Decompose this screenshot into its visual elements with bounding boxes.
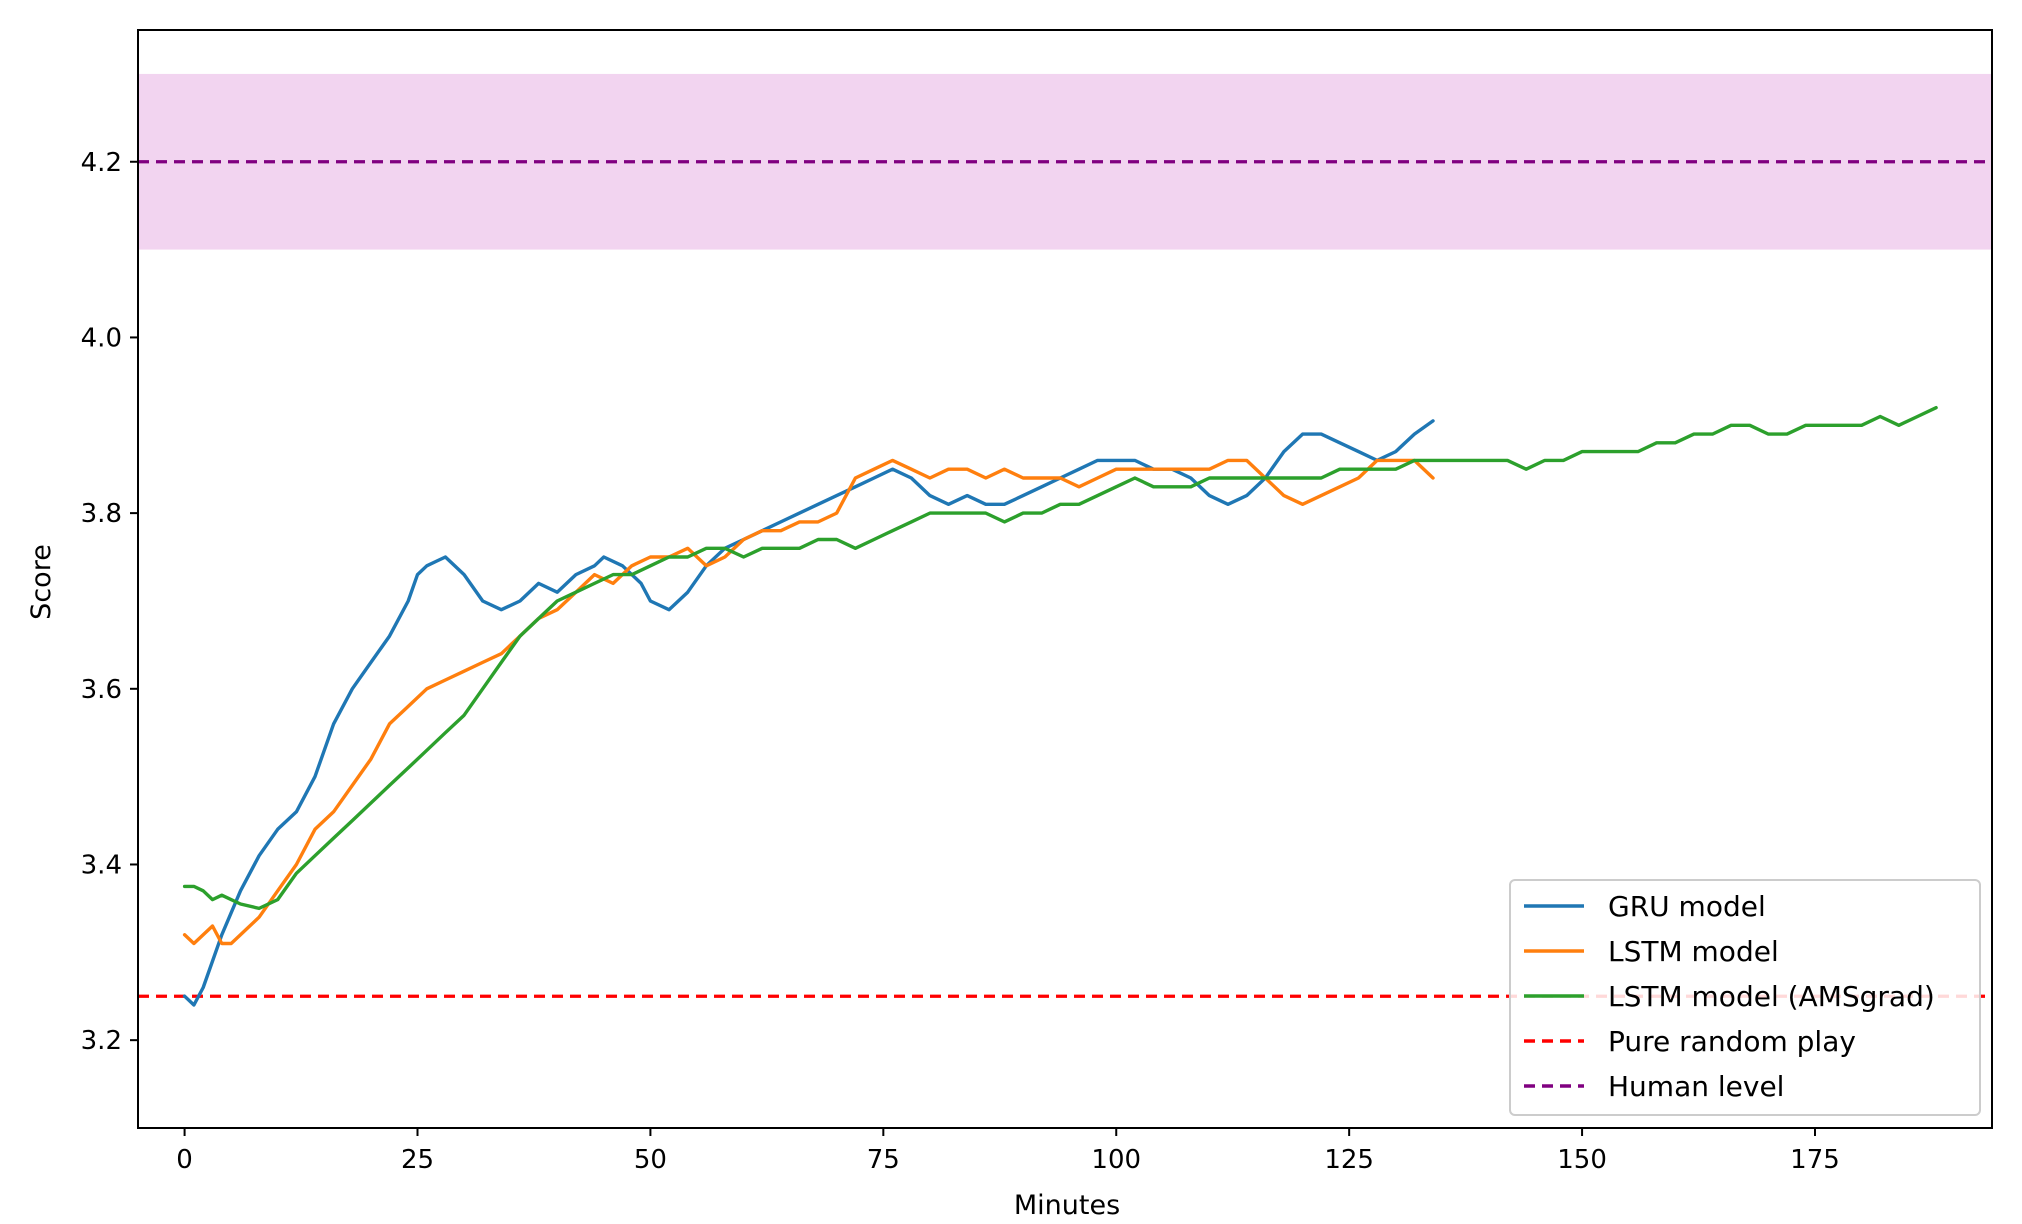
- x-axis-label: Minutes: [1014, 1190, 1120, 1221]
- x-tick-label: 0: [176, 1145, 193, 1175]
- legend-label-gru-model: GRU model: [1608, 890, 1766, 923]
- lstm-model-line: [182, 458, 1435, 946]
- legend-box: [1509, 879, 1981, 1116]
- y-tick-label: 3.8: [81, 499, 122, 529]
- y-tick-label: 4.2: [81, 148, 122, 178]
- y-axis-label: Score: [26, 544, 57, 620]
- y-tick-label: 3.6: [81, 675, 122, 705]
- gru-model-line: [182, 419, 1435, 1007]
- x-tick-label: 125: [1324, 1145, 1374, 1175]
- axes-layer: 0 25 50 75 100 125 150 175 3.2 3.4 3.6 3.8 4.0 4.2: [81, 29, 1993, 1175]
- x-tick-label: 150: [1557, 1145, 1607, 1175]
- plot-frame: [137, 29, 1993, 1129]
- y-tick-label: 4.0: [81, 323, 122, 353]
- x-tick-label: 100: [1091, 1145, 1141, 1175]
- lstm-amsgrad-line: [182, 406, 1938, 911]
- legend-label-human-level: Human level: [1608, 1070, 1784, 1103]
- x-tick-label: 50: [634, 1145, 667, 1175]
- series-layer: [182, 406, 1938, 1007]
- y-tick-label: 3.4: [81, 850, 122, 880]
- x-tick-label: 75: [867, 1145, 900, 1175]
- legend-label-pure-random-play: Pure random play: [1608, 1025, 1856, 1058]
- x-tick-label: 25: [401, 1145, 434, 1175]
- y-tick-label: 3.2: [81, 1026, 122, 1056]
- legend-label-lstm-model: LSTM model: [1608, 935, 1779, 968]
- legend: GRU model LSTM model LSTM model (AMSgrad) P…: [1509, 879, 1981, 1116]
- x-tick-label: 175: [1790, 1145, 1840, 1175]
- reference-lines-layer: [138, 160, 1992, 998]
- legend-label-lstm-model-amsgrad: LSTM model (AMSgrad): [1608, 980, 1935, 1013]
